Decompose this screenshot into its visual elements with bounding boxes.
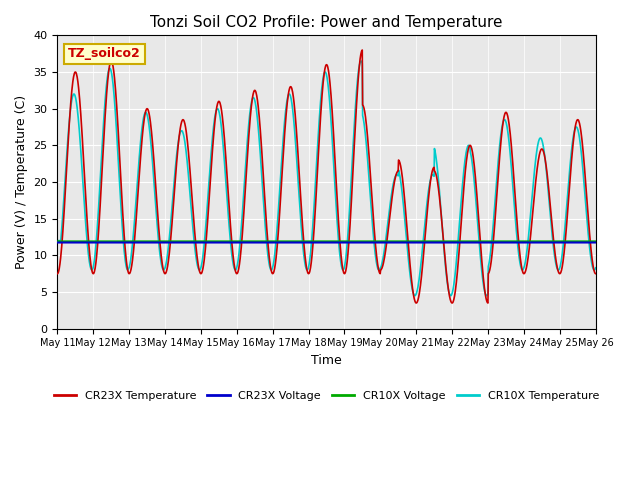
Y-axis label: Power (V) / Temperature (C): Power (V) / Temperature (C) (15, 95, 28, 269)
Legend: CR23X Temperature, CR23X Voltage, CR10X Voltage, CR10X Temperature: CR23X Temperature, CR23X Voltage, CR10X … (49, 386, 604, 405)
Title: Tonzi Soil CO2 Profile: Power and Temperature: Tonzi Soil CO2 Profile: Power and Temper… (150, 15, 503, 30)
X-axis label: Time: Time (311, 354, 342, 367)
Text: TZ_soilco2: TZ_soilco2 (68, 48, 141, 60)
